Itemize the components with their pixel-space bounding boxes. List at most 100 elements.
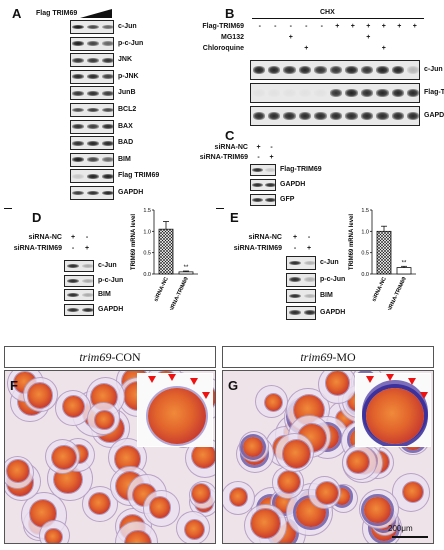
condition-label: siRNA-NC bbox=[28, 234, 62, 241]
panel-b-treatment: CHX bbox=[320, 9, 335, 16]
significance-label: ** bbox=[402, 260, 407, 266]
blot-band bbox=[87, 173, 99, 179]
blot-band bbox=[72, 107, 85, 113]
condition-sign: - bbox=[307, 234, 311, 241]
blot-band bbox=[303, 310, 315, 315]
condition-sign: - bbox=[305, 23, 308, 30]
blot-row-bim bbox=[286, 289, 316, 303]
condition-sign: + bbox=[350, 23, 355, 30]
blot-band bbox=[376, 89, 389, 97]
blot-band bbox=[72, 74, 85, 80]
blot-band bbox=[288, 293, 301, 299]
blot-band bbox=[81, 307, 93, 312]
blot-band bbox=[288, 277, 301, 282]
embryo-yolk bbox=[125, 530, 151, 543]
y-tick-label: 0.5 bbox=[361, 251, 369, 257]
blot-band bbox=[391, 89, 404, 97]
blot-label: p-c-Jun bbox=[320, 275, 346, 283]
panel-letter-b: B bbox=[225, 6, 235, 21]
embryo bbox=[342, 445, 377, 481]
embryo-yolk bbox=[150, 497, 171, 518]
condition-label: Flag-TRIM69 bbox=[202, 23, 244, 30]
condition-sign: + bbox=[269, 154, 274, 161]
panel-g-title: trim69-MO bbox=[222, 346, 434, 368]
blot-band bbox=[407, 112, 419, 120]
dash-mark bbox=[216, 208, 224, 209]
blot-band bbox=[87, 190, 99, 196]
scale-bar-label: 200μm bbox=[388, 524, 413, 533]
blot-band bbox=[252, 183, 263, 187]
condition-label: MG132 bbox=[221, 34, 244, 41]
embryo bbox=[223, 481, 255, 516]
embryo-yolk bbox=[326, 371, 350, 395]
blot-band bbox=[288, 260, 301, 266]
embryo-yolk bbox=[282, 440, 311, 468]
red-arrowhead-icon bbox=[408, 378, 416, 385]
blot-label: c-Jun bbox=[118, 23, 137, 30]
blot-band bbox=[101, 24, 113, 30]
gene-name: trim69 bbox=[300, 350, 333, 364]
blot-label: BCL2 bbox=[118, 106, 137, 113]
blot-band bbox=[298, 66, 312, 74]
blot-band bbox=[360, 66, 374, 74]
blot-band bbox=[268, 112, 281, 120]
blot-band bbox=[72, 157, 85, 163]
blot-label: Flag-TRIM69 bbox=[280, 166, 322, 173]
blot-band bbox=[345, 66, 358, 74]
embryo bbox=[23, 377, 59, 413]
embryo bbox=[5, 455, 35, 489]
blot-band bbox=[81, 278, 93, 283]
blot-band bbox=[252, 112, 265, 120]
panel-letter-e: E bbox=[230, 210, 239, 225]
embryo-yolk bbox=[364, 496, 391, 524]
blot-band bbox=[252, 89, 265, 97]
panel-letter-a: A bbox=[12, 6, 22, 21]
embryo-yolk bbox=[7, 460, 29, 482]
blot-row-gapdh bbox=[250, 106, 420, 126]
blot-row-flag-trim69 bbox=[70, 169, 114, 184]
blot-band bbox=[329, 89, 343, 97]
embryo bbox=[45, 438, 81, 474]
blot-band bbox=[87, 157, 99, 163]
blot-band bbox=[303, 260, 315, 266]
embryo-yolk bbox=[191, 444, 215, 469]
blot-label: GAPDH bbox=[280, 181, 306, 188]
y-axis-label: TRIM69 mRNA level bbox=[349, 214, 355, 270]
condition-sign: - bbox=[289, 23, 292, 30]
blot-band bbox=[303, 277, 315, 282]
panel-f-micrograph bbox=[4, 370, 216, 544]
blot-row-gapdh bbox=[250, 179, 276, 191]
condition-sign: + bbox=[70, 234, 76, 241]
condition-sign: - bbox=[293, 245, 297, 252]
y-tick-label: 1.5 bbox=[143, 208, 151, 214]
blot-label: BIM bbox=[118, 155, 131, 163]
bar bbox=[376, 230, 392, 275]
blot-band bbox=[66, 278, 79, 283]
blot-row-c-jun bbox=[70, 20, 114, 34]
blot-row-p-c-jun bbox=[286, 272, 316, 287]
blot-row-bim bbox=[70, 152, 114, 167]
blot-band bbox=[101, 124, 113, 129]
blot-band bbox=[265, 183, 275, 187]
blot-band bbox=[283, 112, 296, 120]
embryo-yolk bbox=[95, 410, 114, 430]
panel-letter-f: F bbox=[10, 378, 18, 393]
blot-band bbox=[72, 90, 85, 96]
embryo bbox=[87, 401, 121, 435]
blot-band bbox=[101, 57, 113, 63]
blot-band bbox=[87, 41, 99, 46]
inset-embryo bbox=[148, 388, 206, 444]
blot-band bbox=[101, 90, 113, 96]
blot-label: JunB bbox=[118, 89, 136, 97]
panel-letter-d: D bbox=[32, 210, 42, 225]
blot-band bbox=[101, 74, 113, 80]
y-tick-label: 1.0 bbox=[143, 229, 151, 235]
blot-row-jnk bbox=[70, 53, 114, 68]
blot-band bbox=[81, 264, 93, 268]
blot-band bbox=[252, 198, 263, 202]
blot-label: c-Jun bbox=[98, 262, 117, 269]
gene-name: trim69 bbox=[79, 350, 112, 364]
condition-sign: + bbox=[292, 234, 298, 241]
blot-label: p-JNK bbox=[118, 72, 139, 80]
condition-sign: + bbox=[381, 23, 386, 30]
